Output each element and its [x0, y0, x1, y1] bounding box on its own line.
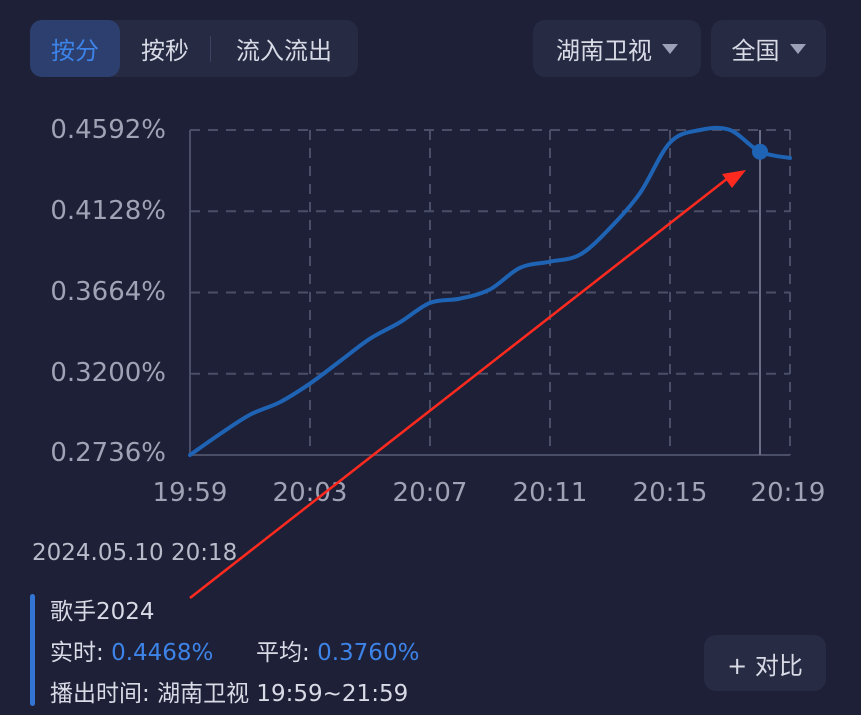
x-tick-label: 20:07 — [392, 478, 468, 508]
y-tick-label: 0.3664% — [50, 277, 166, 307]
airtime-label: 播出时间: — [50, 681, 150, 707]
realtime-value: 0.4468% — [111, 640, 214, 666]
average-value: 0.3760% — [317, 640, 420, 666]
y-tick-label: 0.3200% — [50, 358, 166, 388]
airtime-value: 湖南卫视 19:59~21:59 — [157, 681, 409, 707]
airtime-row: 播出时间: 湖南卫视 19:59~21:59 — [50, 674, 408, 708]
tab-by-minute[interactable]: 按分 — [30, 20, 120, 77]
x-tick-label: 20:19 — [750, 478, 826, 508]
annotation-arrow — [189, 170, 746, 599]
region-dropdown[interactable]: 全国 — [711, 20, 826, 77]
tab-by-second[interactable]: 按秒 — [141, 37, 189, 65]
series-line — [188, 125, 792, 457]
x-tick-label: 20:15 — [632, 478, 708, 508]
program-name: 歌手2024 — [50, 599, 155, 625]
compare-button[interactable]: + 对比 — [704, 635, 826, 691]
x-tick-label: 20:11 — [512, 478, 588, 508]
region-dropdown-label: 全国 — [731, 37, 780, 65]
info-accent-bar — [30, 594, 35, 706]
x-tick-label: 19:59 — [152, 478, 228, 508]
y-tick-label: 0.2736% — [50, 438, 166, 468]
tab-divider — [210, 35, 211, 62]
realtime-label: 实时: — [50, 640, 104, 666]
y-tick-label: 0.4128% — [50, 196, 166, 226]
channel-dropdown-label: 湖南卫视 — [556, 37, 652, 65]
caret-down-icon — [662, 43, 678, 54]
rating-summary: 实时: 0.4468% 平均: 0.3760% — [50, 633, 419, 667]
view-mode-tabs: 按分 按秒 流入流出 — [30, 20, 358, 77]
tab-inflow-outflow[interactable]: 流入流出 — [236, 37, 332, 65]
caret-down-icon — [789, 43, 806, 54]
selected-datetime: 2024.05.10 20:18 — [32, 540, 238, 566]
average-label: 平均: — [256, 640, 310, 666]
channel-dropdown[interactable]: 湖南卫视 — [533, 20, 701, 77]
y-tick-label: 0.4592% — [50, 115, 166, 145]
chart-grid — [189, 129, 791, 456]
highlight-point[interactable] — [752, 143, 768, 160]
